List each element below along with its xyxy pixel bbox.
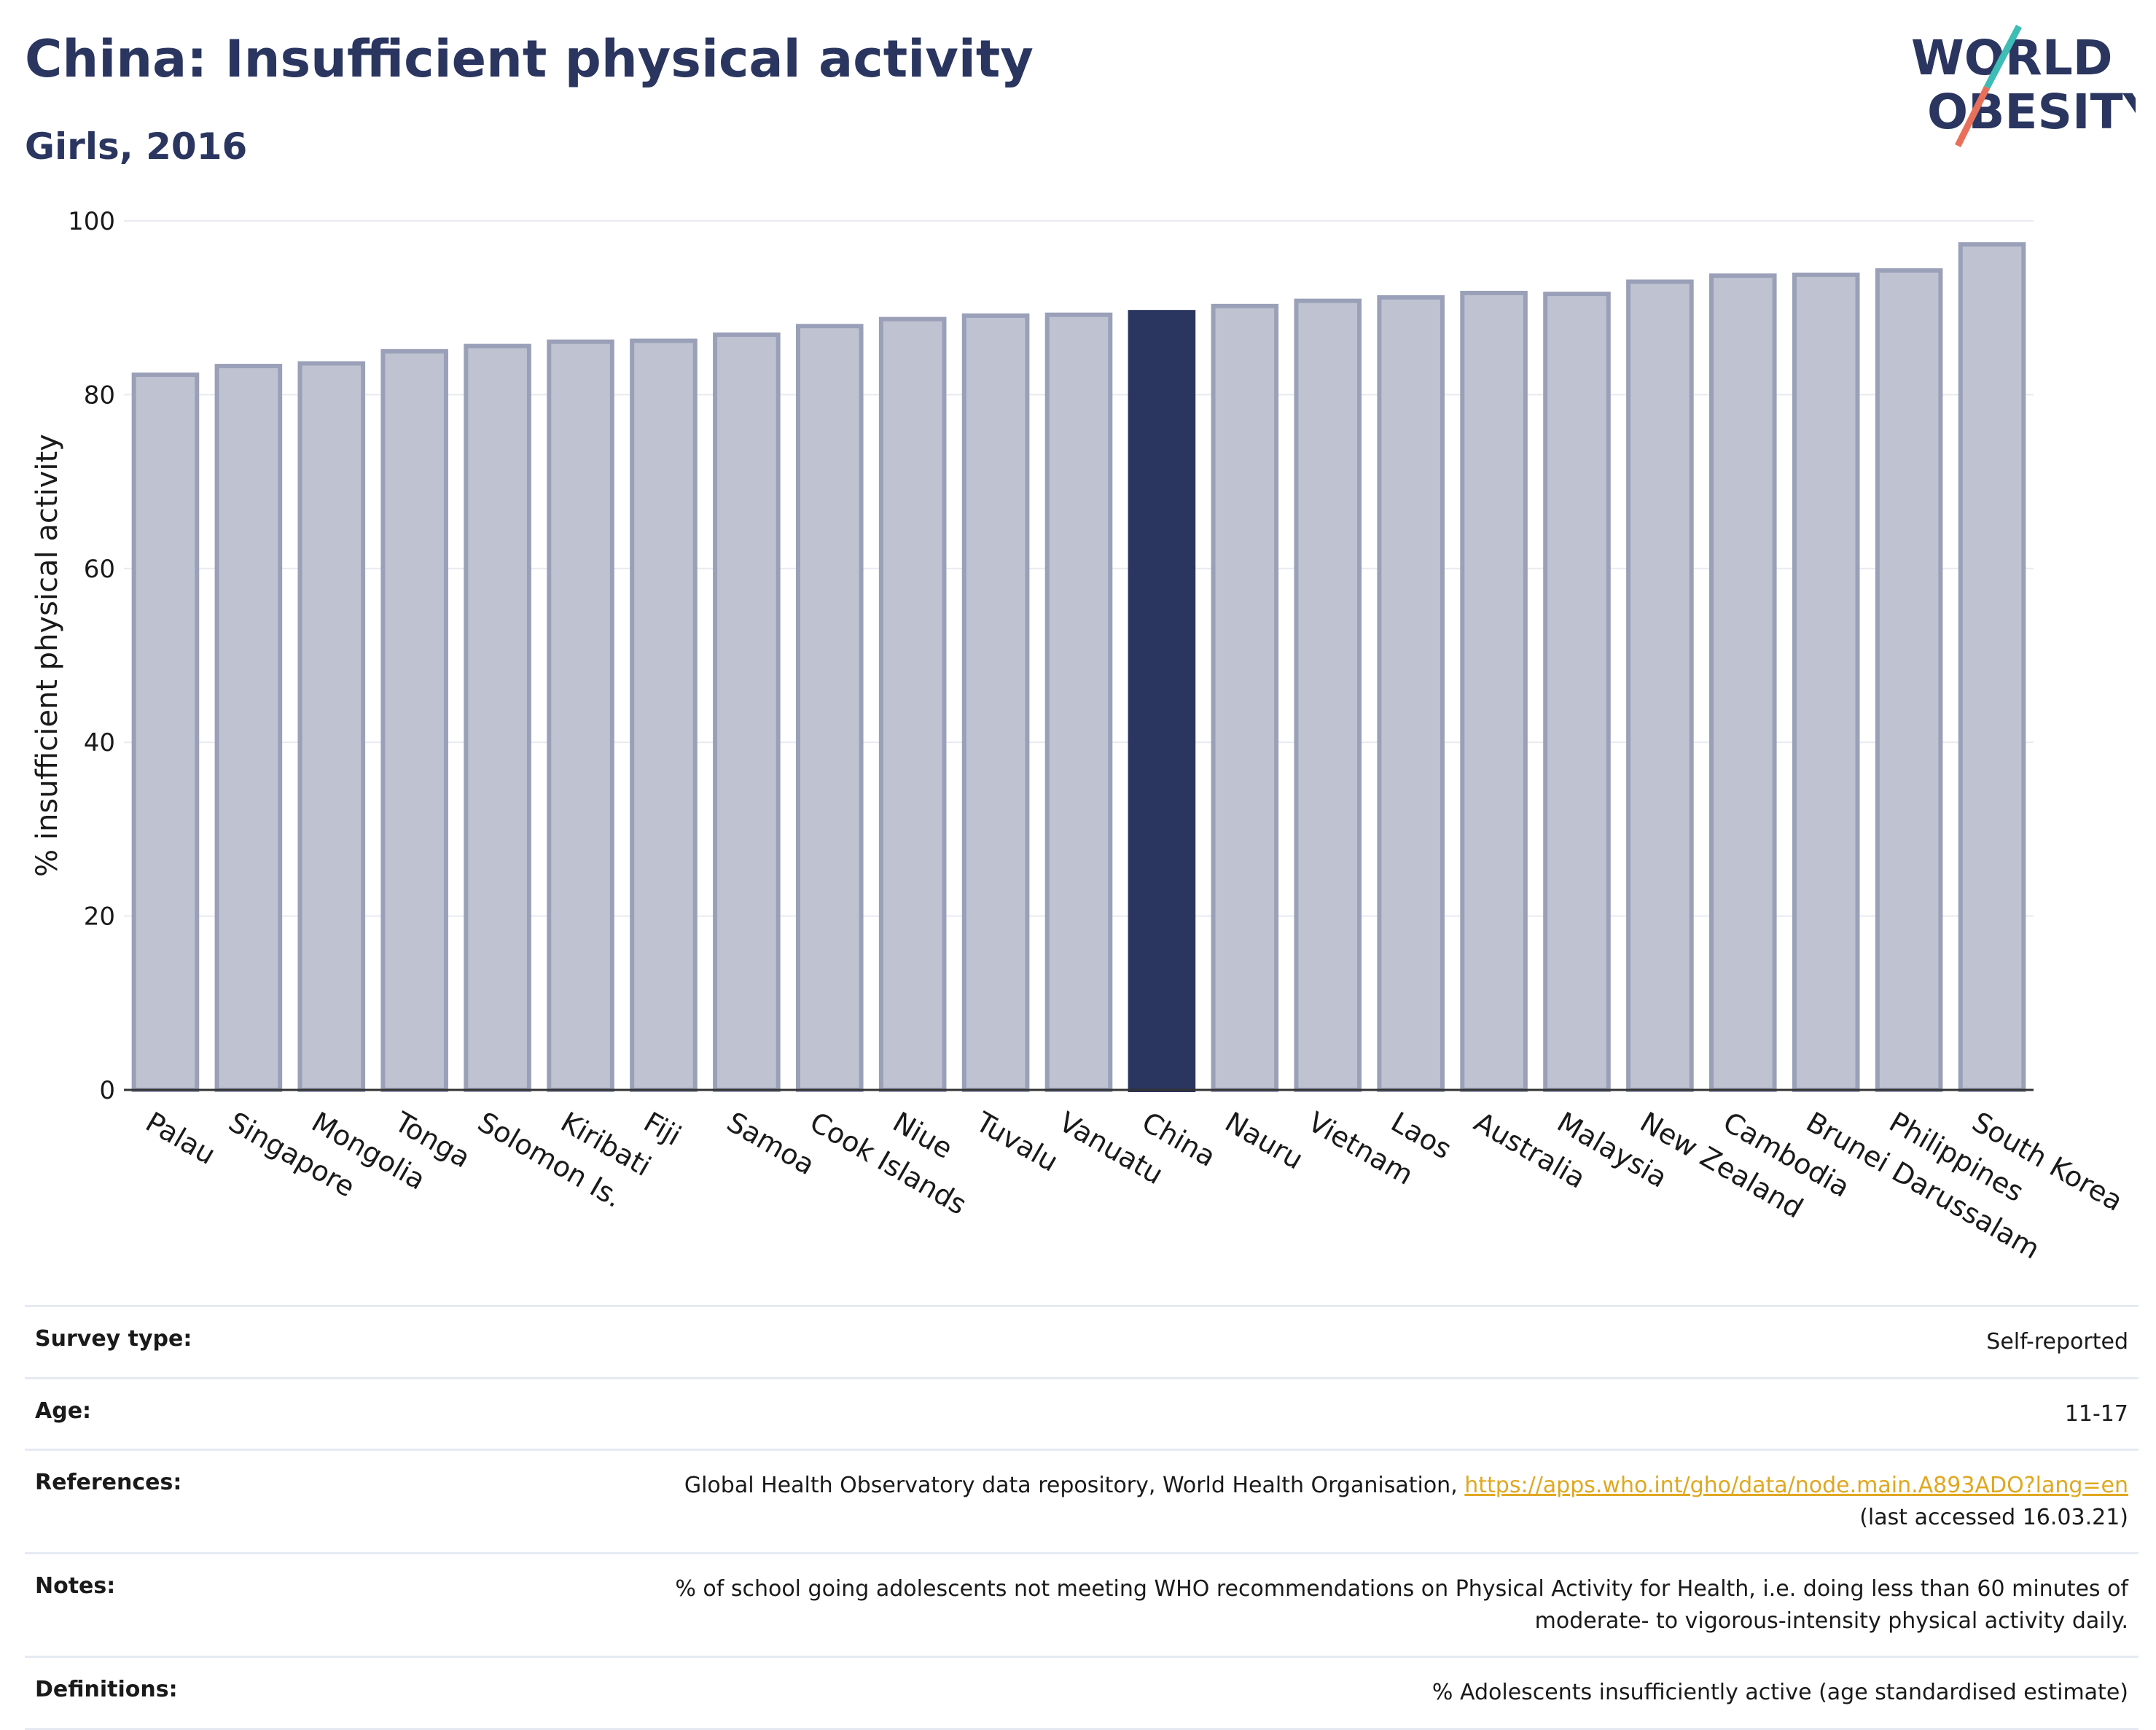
bar [1044,312,1113,1093]
y-tick-label: 20 [84,903,115,932]
references-accessed: (last accessed 16.03.21) [1859,1504,2128,1530]
info-row-definitions: Definitions: % Adolescents insufficientl… [25,1656,2139,1730]
age-value: 11-17 [2064,1400,2128,1427]
bar-chart: 0 20 40 60 80 100 % insufficient physical acti… [31,207,2128,1266]
y-tick-label: 100 [68,207,115,236]
references-text: Global Health Observatory data repositor… [684,1473,1465,1498]
world-obesity-logo: WORLD OBESITY [1911,24,2136,148]
x-tick-label: Fiji [638,1106,687,1152]
y-tick-label: 60 [84,555,115,584]
info-row-age: Age: 11-17 [25,1376,2139,1449]
bar [547,339,614,1092]
bar [1792,272,1860,1092]
bar [297,361,366,1093]
bar [1626,279,1694,1093]
info-row-survey-type: Survey type: Self-reported [25,1305,2139,1377]
bar [1460,290,1528,1092]
bar [1294,298,1362,1093]
references-label: References: [35,1470,182,1495]
bar [1958,242,2026,1093]
y-tick-label: 0 [99,1076,115,1105]
bar [630,338,698,1093]
x-tick-label: Tuvalu [970,1105,1063,1178]
bar [1709,273,1777,1093]
notes-label: Notes: [35,1573,116,1599]
x-tick-label: Palau [140,1106,221,1171]
notes-line1: % of school going adolescents not meetin… [675,1576,2128,1602]
bar [380,348,448,1092]
survey-type-value: Self-reported [1986,1329,2128,1355]
bar [1875,268,1943,1093]
y-axis-label: % insufficient physical activity [31,434,64,877]
bar [713,332,781,1093]
bar [1377,295,1445,1092]
info-row-references: References: Global Health Observatory da… [25,1449,2139,1552]
bar [131,372,200,1092]
y-tick-label: 40 [84,728,115,757]
info-table: Survey type: Self-reported Age: 11-17 Re… [25,1305,2139,1730]
x-tick-label: Samoa [722,1106,820,1182]
logo-slash-teal [1984,24,2022,90]
info-row-notes: Notes: % of school going adolescents not… [25,1552,2139,1656]
definitions-value: % Adolescents insufficiently active (age… [1432,1680,2128,1705]
references-link[interactable]: https://apps.who.int/gho/data/node.main.… [1464,1473,2128,1498]
y-tick-label: 80 [84,381,115,410]
bar-highlight [1128,310,1196,1092]
bar [878,316,947,1092]
bar [795,324,864,1092]
notes-line2: moderate- to vigorous-intensity physical… [1534,1608,2128,1634]
references-value: Global Health Observatory data repositor… [684,1470,2128,1533]
x-tick-label: Cook Islands [805,1106,972,1221]
definitions-label: Definitions: [35,1677,178,1702]
age-label: Age: [35,1398,92,1424]
bar [214,364,283,1092]
bar [1543,292,1611,1092]
logo-slash-red [1954,85,1991,148]
bar [464,343,531,1092]
page-subtitle: Girls, 2016 [25,125,248,168]
survey-type-label: Survey type: [35,1326,192,1352]
bar [1211,303,1279,1092]
notes-value: % of school going adolescents not meetin… [675,1573,2128,1637]
x-tick-label: Nauru [1219,1106,1308,1176]
page-title: China: Insufficient physical activity [25,29,1034,89]
bar [961,313,1030,1093]
